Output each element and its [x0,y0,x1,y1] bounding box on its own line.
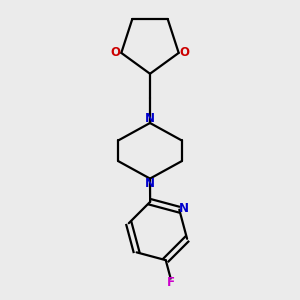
Text: N: N [145,112,155,125]
Text: N: N [145,176,155,190]
Text: O: O [179,46,189,59]
Text: N: N [179,202,189,214]
Text: F: F [167,276,175,289]
Text: O: O [111,46,121,59]
